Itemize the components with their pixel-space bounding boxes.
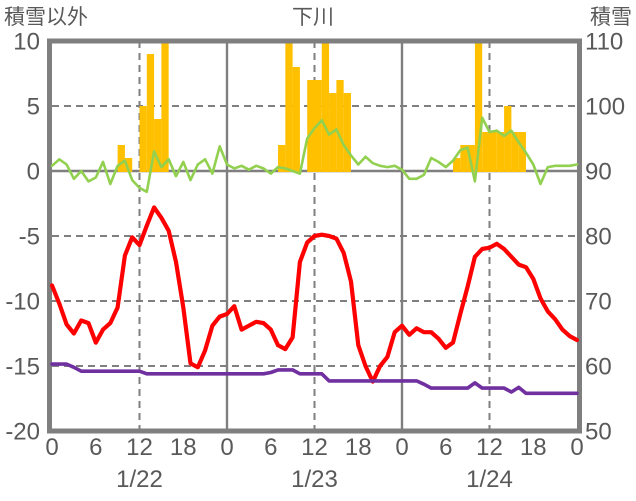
snowfall-bar <box>511 132 519 172</box>
x-axis-hour-tick: 6 <box>89 434 102 461</box>
snowfall-bar <box>321 41 330 172</box>
snowfall-bar <box>343 93 351 172</box>
x-axis-hour-tick: 18 <box>520 434 547 461</box>
snow-depth-line <box>50 362 579 396</box>
left-axis-tick: -15 <box>5 354 40 381</box>
left-axis-tick: -10 <box>5 289 40 316</box>
x-axis-date-label: 1/23 <box>291 466 338 493</box>
x-axis-date-label: 1/24 <box>466 466 513 493</box>
right-axis-tick: 70 <box>585 289 612 316</box>
x-axis-hour-tick: 18 <box>170 434 197 461</box>
snowfall-bar <box>154 119 162 172</box>
snowfall-bar <box>285 41 293 172</box>
x-axis-hour-tick: 12 <box>476 434 503 461</box>
snowfall-bar <box>518 132 526 172</box>
snowfall-bar <box>117 145 125 172</box>
snowfall-bar <box>453 158 461 172</box>
x-axis-hour-tick: 12 <box>126 434 153 461</box>
x-axis-hour-tick: 18 <box>345 434 372 461</box>
left-axis-tick: -5 <box>19 224 40 251</box>
right-axis-tick: 80 <box>585 224 612 251</box>
snowfall-bar <box>460 145 468 172</box>
snowfall-bar <box>292 67 300 172</box>
right-axis-title: 積雪 <box>590 6 632 29</box>
snowfall-bar <box>496 132 505 172</box>
x-axis-hour-tick: 0 <box>570 434 583 461</box>
x-axis-hour-tick: 0 <box>45 434 58 461</box>
chart-title: 下川 <box>292 6 334 29</box>
right-axis-tick: 50 <box>585 419 612 446</box>
x-axis-hour-tick: 0 <box>220 434 233 461</box>
snowfall-bar <box>482 132 490 172</box>
left-axis-tick: 10 <box>13 29 40 56</box>
plot-frame <box>47 38 582 434</box>
snowfall-bar <box>336 80 344 172</box>
snowfall-bar <box>146 54 155 172</box>
snowfall-bar <box>124 158 133 172</box>
snowfall-bar <box>504 106 512 172</box>
x-axis-hour-tick: 0 <box>395 434 408 461</box>
temperature-line <box>49 205 580 384</box>
x-axis-hour-tick: 6 <box>264 434 277 461</box>
x-axis-hour-tick: 12 <box>301 434 328 461</box>
snowfall-bar <box>161 41 169 172</box>
left-axis-tick: 0 <box>27 159 40 186</box>
snowfall-bar <box>278 145 286 172</box>
snowfall-bar <box>474 41 483 172</box>
right-axis-tick: 60 <box>585 354 612 381</box>
snowfall-bar <box>139 106 147 172</box>
right-axis-tick: 110 <box>585 29 623 56</box>
right-axis-tick: 90 <box>585 159 612 186</box>
right-axis-tick: 100 <box>585 94 625 121</box>
snowfall-bar <box>307 80 315 172</box>
left-axis-tick: -20 <box>5 419 40 446</box>
left-axis-tick: 5 <box>27 94 40 121</box>
x-axis-date-label: 1/22 <box>116 466 163 493</box>
left-axis-title: 積雪以外 <box>4 6 88 29</box>
snowfall-intensity-line <box>50 116 579 194</box>
snowfall-bar <box>489 132 497 172</box>
x-axis-hour-tick: 6 <box>439 434 452 461</box>
